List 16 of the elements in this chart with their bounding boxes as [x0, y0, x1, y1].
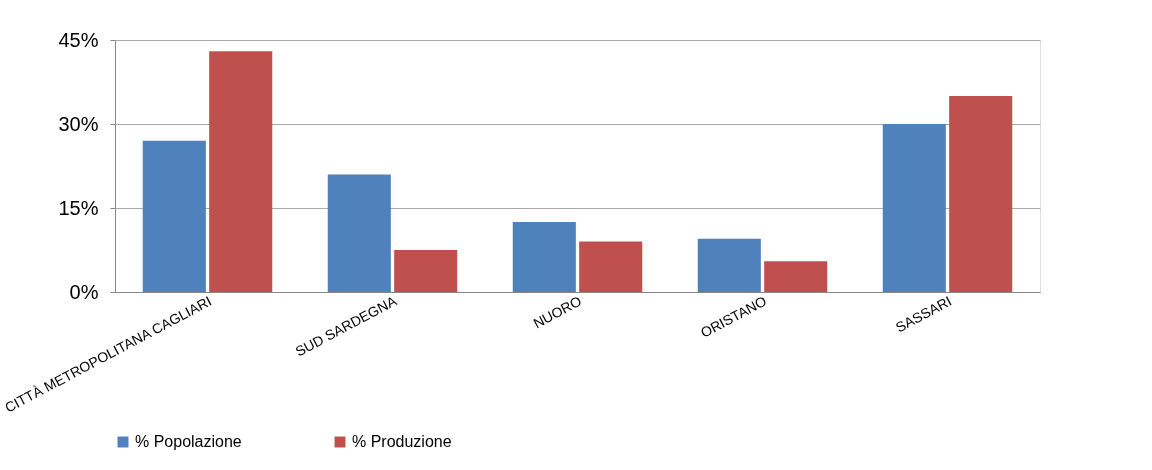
y-tick-label: 0%: [69, 280, 99, 303]
bar: [142, 140, 206, 292]
bar: [882, 124, 946, 292]
bar: [512, 222, 576, 292]
bar: [764, 261, 828, 292]
bar: [949, 96, 1013, 292]
y-tick-label: 30%: [58, 112, 99, 135]
y-tick-label: 45%: [58, 28, 99, 51]
bar: [394, 250, 458, 292]
bar: [327, 174, 391, 292]
legend-label: % Produzione: [352, 433, 452, 450]
bar: [209, 51, 273, 292]
legend-label: % Popolazione: [135, 433, 242, 450]
bar: [579, 241, 643, 292]
bar: [697, 238, 761, 292]
y-tick-label: 15%: [58, 196, 99, 219]
